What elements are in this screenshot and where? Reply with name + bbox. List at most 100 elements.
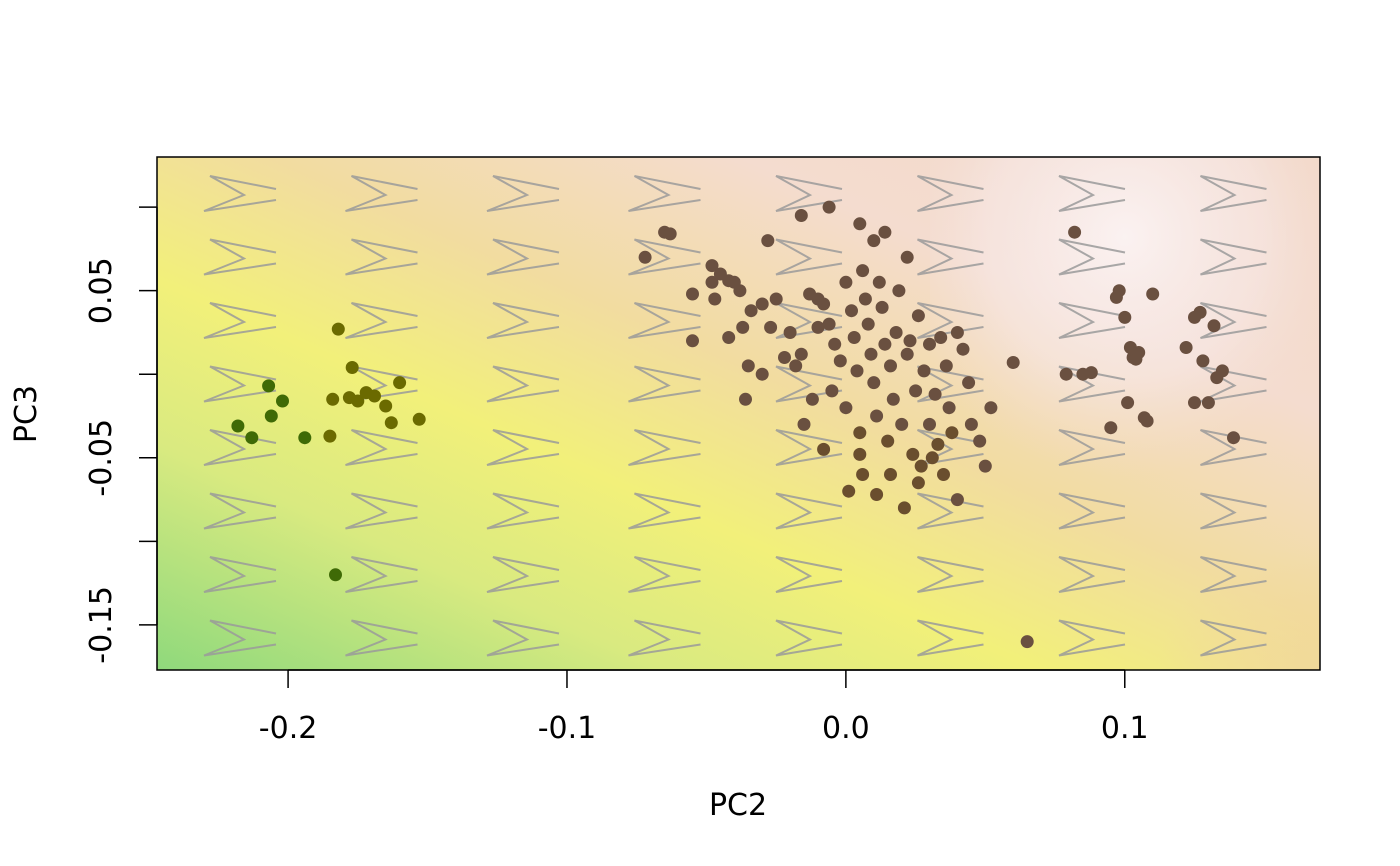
data-point [903,334,917,348]
data-point [368,389,381,403]
outline-shape [203,238,277,276]
data-point [794,209,808,222]
outline-shape [917,556,984,593]
data-point [889,326,903,339]
outline-shape [1200,238,1267,276]
data-point [379,399,393,413]
outline-shape [1058,492,1126,530]
data-point [789,359,803,373]
outline-shape [203,492,277,530]
outline-shape [917,619,984,657]
outline-shape [486,365,560,403]
outline-shape [775,429,843,466]
data-point [323,429,337,443]
data-point [783,326,797,339]
data-point [1193,305,1207,319]
outline-shape [917,492,984,530]
data-point [878,337,892,351]
data-point [822,317,836,331]
outline-shape [203,175,277,212]
outline-shape [628,238,701,276]
data-point [847,331,861,344]
data-point [923,337,936,351]
data-point [872,275,886,289]
x-axis-title: PC2 [709,788,767,823]
data-point [858,292,872,306]
outline-shape [345,238,418,276]
data-point [867,376,881,390]
data-point [298,431,312,445]
x-tick-label: 0.1 [1101,711,1149,746]
outline-shape [775,619,843,657]
y-axis-title: PC3 [9,385,44,443]
data-point [686,287,699,301]
x-tick-label: -0.2 [259,711,318,746]
outline-shape [1200,429,1267,466]
outline-shape [628,175,701,212]
data-point [1201,396,1215,410]
data-point [923,417,936,431]
data-point [867,234,881,248]
outline-shape [1200,492,1267,530]
data-point [900,250,914,264]
y-tick-label: -0.05 [84,419,119,497]
contour-surface [157,157,1320,670]
data-point [351,394,365,408]
data-point [853,426,867,440]
data-point [906,447,920,461]
data-point [886,392,900,406]
data-point [1140,414,1154,428]
outline-shape [1200,302,1267,339]
data-point [1006,356,1020,369]
data-point [761,234,775,248]
data-point [839,401,853,415]
x-axis: -0.2 -0.1 0.0 0.1 [259,669,1149,746]
data-point [705,259,719,273]
data-point [950,493,964,507]
data-point [909,384,923,398]
data-point [345,361,359,374]
data-point [1146,287,1160,301]
data-point [805,392,819,406]
data-point [864,347,878,361]
data-point [1112,284,1126,298]
data-point [853,447,867,461]
outline-shape [1058,175,1126,212]
data-point [262,379,276,393]
outline-shape [1200,175,1267,212]
outline-shape [486,175,560,212]
data-point [856,468,870,481]
outline-shape [775,492,843,530]
outline-shape [203,429,277,466]
data-point [1084,366,1098,380]
data-point [663,227,677,241]
data-point [264,409,278,423]
data-point [769,292,783,306]
data-point [817,442,831,456]
outline-shape [775,175,843,212]
data-point [928,387,942,401]
data-point [884,468,897,481]
data-point [755,297,769,311]
outline-shape [1058,556,1126,593]
outline-shape [628,365,701,403]
data-point [945,426,959,440]
outline-shape [628,429,701,466]
data-point [931,437,945,451]
data-point [1188,396,1201,410]
outline-shape [486,619,560,657]
data-point [914,459,928,473]
outline-shape [628,302,701,339]
outline-shape [486,429,560,466]
data-point [1059,367,1073,381]
data-point [778,351,791,364]
data-point [811,292,825,306]
outline-shape [1200,619,1267,657]
data-points [231,200,1240,649]
outline-shape [775,302,843,339]
data-point [911,309,925,323]
data-point [1179,341,1193,354]
data-point [962,376,976,390]
data-point [1104,421,1118,435]
data-point [744,304,758,318]
